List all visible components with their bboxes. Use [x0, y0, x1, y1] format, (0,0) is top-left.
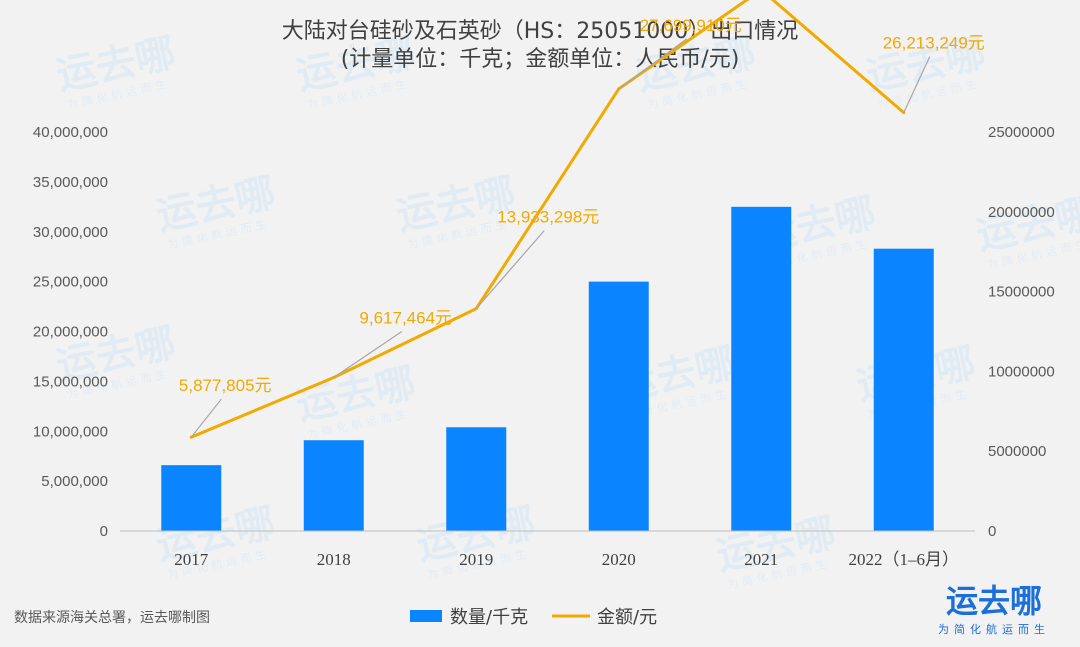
leader-line	[903, 56, 931, 113]
x-tick-label: 2018	[317, 550, 351, 569]
left-tick-label: 15,000,000	[33, 373, 108, 390]
leader-line	[190, 398, 222, 438]
right-tick-label: 15000000	[988, 284, 1055, 301]
right-tick-label: 20000000	[988, 204, 1055, 221]
logo-tagline: 为简化航运而生	[938, 622, 1050, 636]
data-label: 26,213,249元	[883, 34, 985, 53]
bar-series	[161, 206, 934, 531]
legend-bar-swatch	[410, 610, 442, 622]
right-tick-label: 0	[988, 523, 996, 540]
leader-line	[475, 230, 545, 310]
x-tick-label: 2017	[174, 550, 209, 569]
logo: 运去哪 为简化航运而生	[938, 582, 1050, 636]
logo-text: 运去哪	[946, 582, 1042, 620]
leader-line	[618, 38, 688, 90]
data-label: 27,699,910元	[640, 16, 742, 35]
data-labels: 5,877,805元 9,617,464元 13,933,298元 27,699,91…	[179, 16, 985, 395]
left-tick-label: 0	[100, 523, 108, 540]
x-tick-label: 2019	[459, 550, 493, 569]
bar	[873, 248, 934, 531]
right-axis: 0 5000000 10000000 15000000 20000000 25000000	[988, 124, 1055, 540]
left-axis: 0 5,000,000 10,000,000 15,000,000 20,000,000…	[33, 124, 108, 540]
right-tick-label: 25000000	[988, 124, 1055, 141]
right-tick-label: 10000000	[988, 363, 1055, 380]
x-tick-label: 2022（1–6月）	[849, 550, 960, 569]
left-tick-label: 40,000,000	[33, 124, 108, 141]
left-tick-label: 30,000,000	[33, 224, 108, 241]
left-tick-label: 5,000,000	[41, 473, 108, 490]
line-path	[190, 0, 905, 439]
legend-bar-label: 数量/千克	[450, 607, 528, 628]
bar	[731, 206, 792, 531]
right-tick-label: 5000000	[988, 443, 1046, 460]
left-tick-label: 25,000,000	[33, 274, 108, 291]
legend: 数量/千克 金额/元	[410, 607, 657, 628]
bar	[446, 427, 507, 531]
data-label: 9,617,464元	[359, 309, 452, 328]
x-axis: 2017 2018 2019 2020 2021 2022（1–6月）	[174, 550, 959, 569]
left-tick-label: 20,000,000	[33, 324, 108, 341]
legend-line-label: 金额/元	[597, 607, 657, 628]
bar	[588, 281, 649, 531]
bar	[161, 465, 222, 531]
label-leaders	[190, 38, 931, 438]
left-tick-label: 10,000,000	[33, 423, 108, 440]
chart-subtitle: (计量单位：千克；金额单位：人民币/元)	[341, 47, 740, 72]
x-tick-label: 2021	[744, 550, 778, 569]
line-series	[189, 0, 906, 439]
source-note: 数据来源海关总署，运去哪制图	[14, 610, 210, 626]
left-tick-label: 35,000,000	[33, 174, 108, 191]
x-tick-label: 2020	[602, 550, 636, 569]
data-label: 13,933,298元	[497, 208, 599, 227]
leader-line	[333, 331, 403, 379]
bar	[303, 440, 364, 531]
data-label: 5,877,805元	[179, 376, 272, 395]
